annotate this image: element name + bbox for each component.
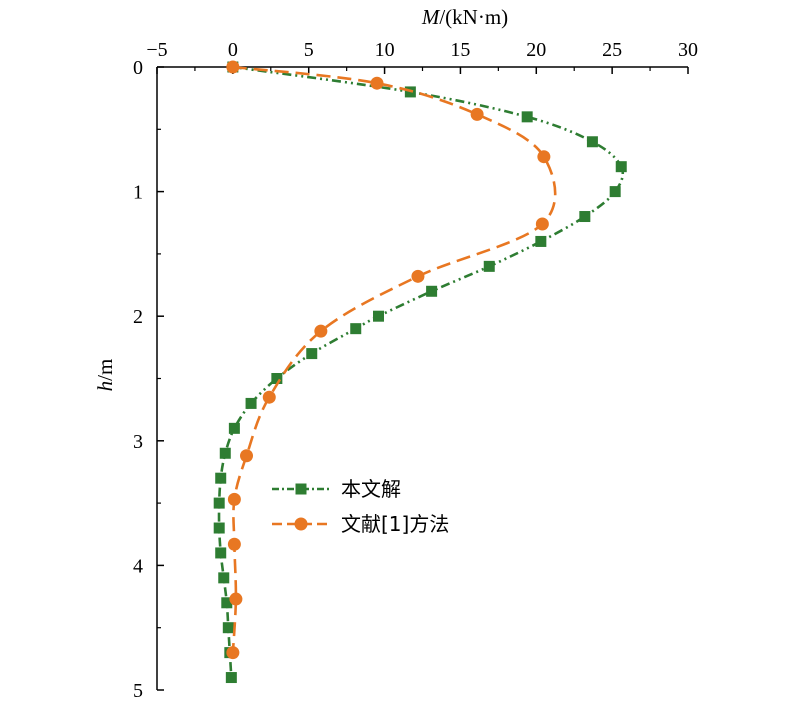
legend-item-1: 本文解	[272, 477, 401, 501]
legend-label: 文献[1]方法	[341, 512, 449, 536]
data-point-circle	[535, 217, 549, 231]
data-point-circle	[240, 449, 254, 463]
x-axis-title: M/(kN·m)	[421, 5, 508, 29]
data-point-circle	[370, 76, 384, 90]
legend-item-2: 文献[1]方法	[272, 512, 449, 536]
data-point-circle	[314, 324, 328, 338]
data-point-square	[535, 235, 547, 247]
data-point-square	[306, 348, 318, 360]
data-point-square	[579, 211, 591, 223]
data-point-square	[215, 472, 227, 484]
y-axis-unit: /m	[93, 359, 117, 381]
series-1	[213, 61, 627, 684]
y-axis-title: h/m	[93, 359, 117, 392]
x-tick-label: 30	[678, 39, 698, 61]
x-tick-label: −5	[146, 39, 167, 61]
y-tick-label: 2	[133, 306, 143, 328]
y-tick-label: 5	[133, 680, 143, 702]
y-axis-ticks: 0 1 2 3 4 5	[133, 57, 164, 702]
data-point-circle	[470, 107, 484, 121]
data-point-square	[271, 373, 283, 384]
y-tick-label: 0	[133, 57, 143, 79]
x-axis-unit: /(kN·m)	[439, 5, 508, 29]
data-point-square	[222, 622, 234, 634]
x-tick-label: 5	[304, 39, 314, 61]
data-point-square	[483, 260, 495, 272]
data-point-square	[221, 597, 233, 609]
data-point-circle	[226, 646, 240, 660]
series-2	[226, 60, 557, 660]
series-line	[217, 65, 625, 678]
series-layer	[213, 60, 627, 684]
legend-marker	[295, 483, 307, 495]
data-point-square	[228, 422, 240, 434]
series-line	[231, 65, 557, 653]
data-point-square	[213, 522, 225, 534]
data-point-circle	[227, 492, 241, 506]
data-point-circle	[229, 592, 243, 606]
x-axis-ticks: −5 0 5 10 15 20 25 30	[146, 39, 698, 74]
y-tick-label: 3	[133, 431, 143, 453]
y-axis-symbol: h	[93, 381, 117, 392]
data-point-circle	[537, 150, 551, 164]
data-point-square	[245, 397, 257, 409]
legend-label: 本文解	[341, 477, 401, 501]
y-tick-label: 4	[133, 555, 143, 577]
x-axis-symbol: M	[421, 5, 441, 29]
x-tick-label: 15	[450, 39, 470, 61]
data-point-circle	[227, 537, 241, 551]
legend-marker	[294, 517, 308, 531]
y-tick-label: 1	[133, 182, 143, 204]
data-point-square	[218, 572, 230, 584]
data-point-square	[521, 111, 533, 123]
data-point-square	[426, 285, 438, 297]
data-point-square	[586, 136, 598, 148]
data-point-square	[373, 310, 385, 322]
data-point-circle	[226, 60, 240, 74]
x-tick-label: 10	[375, 39, 395, 61]
data-point-square	[213, 497, 225, 509]
data-point-square	[215, 547, 227, 559]
x-tick-label: 0	[228, 39, 238, 61]
data-point-square	[350, 323, 362, 335]
data-point-square	[615, 161, 627, 173]
x-tick-label: 20	[526, 39, 546, 61]
data-point-square	[219, 447, 231, 459]
data-point-circle	[411, 269, 425, 283]
x-tick-label: 25	[602, 39, 622, 61]
data-point-square	[609, 186, 621, 198]
data-point-square	[225, 672, 237, 684]
data-point-circle	[262, 390, 276, 404]
